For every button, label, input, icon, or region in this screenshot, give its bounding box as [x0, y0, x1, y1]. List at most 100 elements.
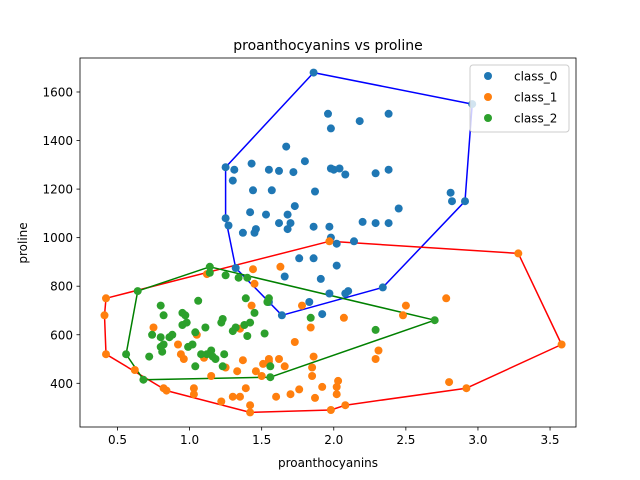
data-point-class_1	[149, 323, 158, 332]
data-point-class_0	[371, 169, 380, 178]
data-point-class_2	[207, 346, 216, 355]
data-point-class_0	[286, 219, 295, 228]
data-point-class_0	[277, 311, 286, 320]
data-point-class_0	[309, 222, 318, 231]
data-point-class_0	[238, 228, 247, 237]
data-point-class_1	[251, 367, 260, 376]
data-point-class_2	[181, 311, 190, 320]
data-point-class_0	[309, 68, 318, 77]
data-point-class_1	[332, 382, 341, 391]
data-point-class_0	[283, 210, 292, 219]
data-point-class_2	[182, 318, 191, 327]
data-point-class_0	[378, 283, 387, 292]
y-tick-label: 1600	[42, 85, 73, 99]
x-tick-label: 3.0	[468, 433, 487, 447]
data-point-class_1	[514, 249, 523, 258]
data-point-class_0	[335, 164, 344, 173]
data-point-class_1	[276, 262, 285, 271]
data-point-class_1	[311, 393, 319, 402]
data-point-class_2	[156, 333, 165, 342]
data-point-class_2	[133, 287, 142, 296]
data-point-class_1	[325, 237, 334, 246]
y-tick-label: 600	[50, 328, 73, 342]
data-point-class_1	[246, 408, 255, 417]
data-point-class_2	[159, 311, 168, 320]
data-point-class_1	[557, 340, 566, 349]
data-point-class_2	[148, 330, 157, 339]
data-point-class_1	[462, 384, 471, 393]
legend-label-class_1: class_1	[514, 91, 557, 105]
data-point-class_2	[260, 329, 269, 338]
data-point-class_0	[295, 254, 304, 263]
data-point-class_0	[325, 222, 334, 231]
data-point-class_0	[224, 221, 233, 230]
data-point-class_1	[401, 301, 410, 310]
x-axis: 0.5 1.0 1.5 2.0 2.5 3.0 3.5	[108, 427, 560, 447]
data-point-class_1	[236, 392, 244, 401]
data-point-class_2	[205, 262, 214, 271]
data-point-class_2	[197, 350, 206, 359]
data-point-class_1	[308, 372, 317, 380]
y-tick-label: 1000	[42, 231, 73, 245]
data-point-class_0	[275, 219, 283, 228]
data-point-class_1	[332, 390, 341, 399]
data-point-class_2	[191, 362, 200, 371]
data-point-class_0	[305, 298, 314, 306]
data-point-class_0	[246, 208, 255, 217]
data-point-class_1	[445, 378, 454, 387]
data-point-class_0	[446, 188, 455, 197]
data-point-class_2	[371, 325, 380, 334]
x-tick-label: 1.5	[252, 433, 271, 447]
data-point-class_1	[339, 313, 348, 322]
data-point-class_2	[156, 301, 165, 310]
series-class_2	[122, 262, 439, 384]
data-point-class_0	[324, 109, 332, 118]
x-tick-label: 2.5	[396, 433, 415, 447]
data-point-class_0	[332, 239, 341, 248]
data-point-class_1	[326, 406, 335, 414]
data-point-class_1	[341, 401, 350, 410]
legend-label-class_0: class_0	[514, 70, 557, 84]
legend-marker-class_0	[484, 72, 492, 80]
data-point-class_1	[295, 385, 304, 394]
data-point-class_1	[246, 401, 255, 410]
legend-box	[469, 64, 570, 133]
data-point-class_1	[189, 390, 198, 399]
data-point-class_2	[205, 268, 214, 277]
data-point-class_0	[355, 117, 364, 126]
data-point-class_1	[241, 384, 250, 393]
data-point-class_0	[300, 157, 309, 166]
data-point-class_1	[159, 384, 168, 393]
data-point-class_2	[240, 321, 249, 329]
data-point-class_2	[122, 350, 131, 359]
data-point-class_2	[263, 298, 272, 306]
x-axis-label: proanthocyanins	[278, 456, 378, 470]
x-tick-label: 2.0	[324, 433, 343, 447]
data-point-class_0	[221, 163, 230, 172]
data-point-class_1	[290, 338, 299, 346]
data-point-class_2	[184, 342, 193, 351]
data-point-class_0	[289, 168, 298, 177]
data-point-class_2	[250, 308, 259, 317]
data-point-class_2	[158, 347, 167, 356]
data-point-class_0	[250, 228, 259, 237]
data-point-class_0	[332, 261, 341, 270]
data-point-class_1	[238, 356, 247, 365]
data-point-class_2	[243, 332, 252, 340]
data-point-class_0	[264, 165, 273, 174]
data-point-class_0	[384, 109, 393, 118]
data-point-class_0	[282, 142, 291, 151]
data-point-class_0	[384, 165, 393, 174]
data-point-class_0	[290, 202, 299, 211]
data-point-class_2	[221, 271, 230, 280]
data-point-class_1	[130, 366, 139, 374]
data-point-class_0	[249, 186, 257, 195]
x-tick-label: 0.5	[108, 433, 127, 447]
data-point-class_2	[191, 328, 200, 337]
y-tick-label: 1400	[42, 134, 73, 148]
legend: class_0 class_1 class_2	[469, 64, 570, 133]
data-point-class_1	[442, 294, 451, 303]
data-point-class_2	[168, 330, 177, 339]
plot-frame	[79, 57, 577, 428]
data-point-class_2	[194, 296, 203, 305]
